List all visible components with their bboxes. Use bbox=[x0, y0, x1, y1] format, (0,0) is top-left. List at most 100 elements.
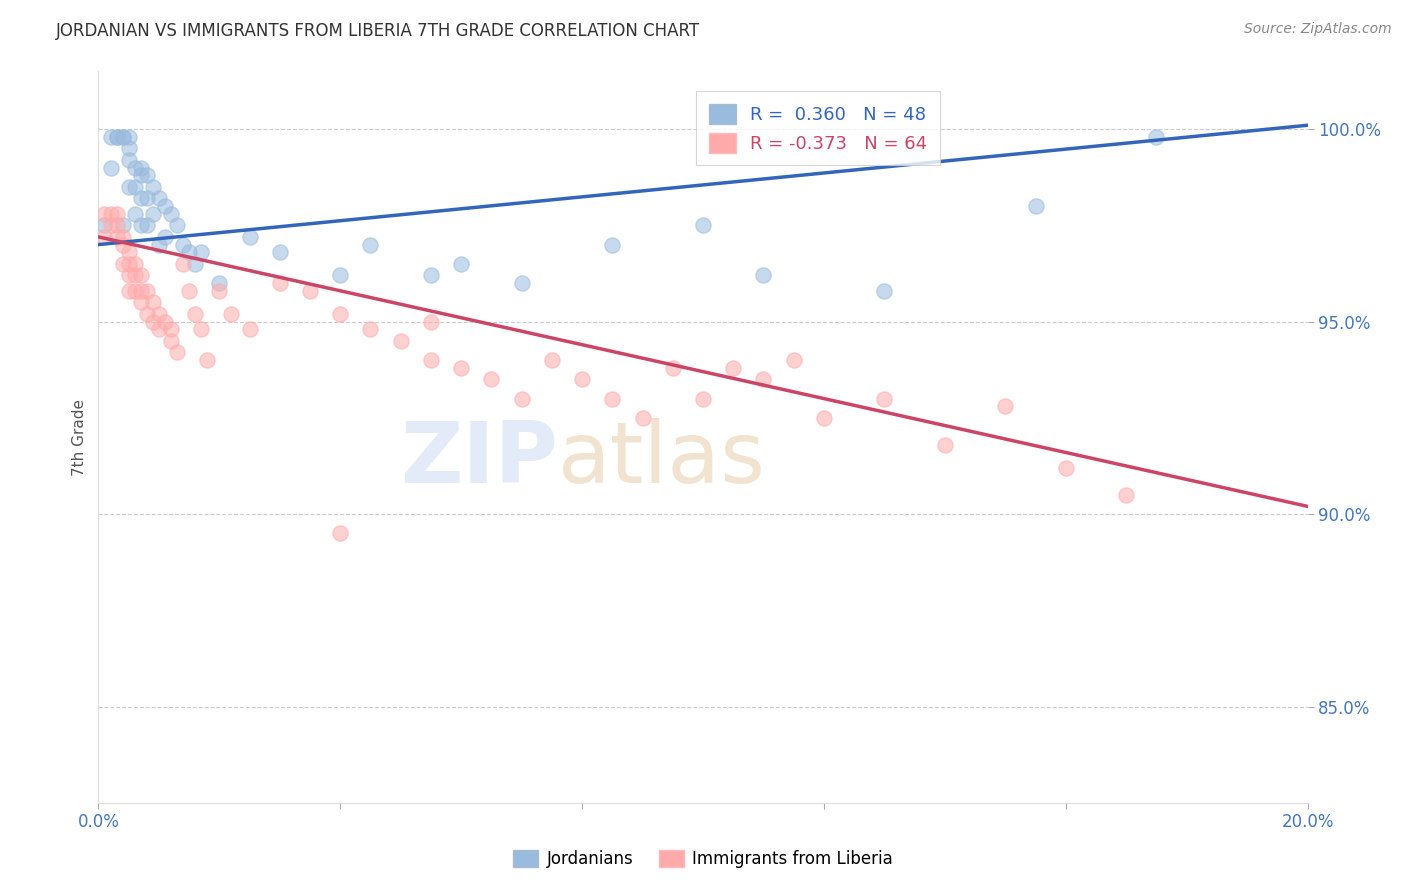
Point bbox=[93, 207, 115, 221]
Point bbox=[118, 179, 141, 194]
Point bbox=[105, 129, 128, 144]
Point bbox=[510, 276, 533, 290]
Point bbox=[142, 179, 165, 194]
Point bbox=[184, 257, 207, 271]
Point bbox=[166, 219, 188, 233]
Point bbox=[221, 307, 243, 321]
Point bbox=[813, 410, 835, 425]
Point bbox=[153, 315, 176, 329]
Point bbox=[129, 268, 152, 283]
Point bbox=[269, 245, 291, 260]
Point bbox=[124, 268, 146, 283]
Point bbox=[100, 207, 122, 221]
Point bbox=[124, 179, 146, 194]
Point bbox=[129, 161, 152, 175]
Point bbox=[783, 353, 806, 368]
Point bbox=[160, 207, 183, 221]
Text: atlas: atlas bbox=[558, 417, 766, 500]
Point bbox=[111, 237, 134, 252]
Point bbox=[135, 169, 157, 183]
Point bbox=[602, 392, 624, 406]
Point bbox=[172, 237, 194, 252]
Point bbox=[148, 322, 170, 336]
Point bbox=[118, 153, 141, 167]
Point bbox=[360, 237, 382, 252]
Point bbox=[93, 219, 115, 233]
Point bbox=[142, 207, 165, 221]
Point bbox=[100, 129, 122, 144]
Point bbox=[195, 353, 218, 368]
Point bbox=[124, 284, 146, 298]
Point bbox=[100, 219, 122, 233]
Point bbox=[129, 219, 152, 233]
Point bbox=[510, 392, 533, 406]
Point bbox=[329, 268, 352, 283]
Point bbox=[105, 230, 128, 244]
Legend: R =  0.360   N = 48, R = -0.373   N = 64: R = 0.360 N = 48, R = -0.373 N = 64 bbox=[696, 91, 939, 165]
Point bbox=[105, 129, 128, 144]
Point bbox=[135, 191, 157, 205]
Point bbox=[450, 360, 472, 375]
Point bbox=[420, 315, 443, 329]
Point bbox=[190, 322, 212, 336]
Point bbox=[360, 322, 382, 336]
Point bbox=[179, 284, 201, 298]
Point bbox=[1115, 488, 1137, 502]
Point bbox=[420, 353, 443, 368]
Point bbox=[329, 307, 352, 321]
Point bbox=[269, 276, 291, 290]
Point bbox=[153, 199, 176, 213]
Point bbox=[752, 372, 775, 386]
Point bbox=[723, 360, 745, 375]
Point bbox=[752, 268, 775, 283]
Point bbox=[873, 284, 896, 298]
Point bbox=[124, 161, 146, 175]
Point bbox=[1144, 129, 1167, 144]
Point bbox=[481, 372, 503, 386]
Point bbox=[299, 284, 322, 298]
Point bbox=[111, 129, 134, 144]
Point bbox=[111, 219, 134, 233]
Point bbox=[118, 245, 141, 260]
Point bbox=[239, 322, 262, 336]
Point bbox=[160, 322, 183, 336]
Point bbox=[329, 526, 352, 541]
Point bbox=[111, 129, 134, 144]
Point bbox=[124, 257, 146, 271]
Point bbox=[129, 295, 152, 310]
Point bbox=[208, 284, 231, 298]
Point bbox=[135, 219, 157, 233]
Point bbox=[100, 161, 122, 175]
Point bbox=[142, 315, 165, 329]
Point bbox=[994, 399, 1017, 413]
Point bbox=[692, 219, 714, 233]
Point bbox=[179, 245, 201, 260]
Point bbox=[153, 230, 176, 244]
Point bbox=[93, 230, 115, 244]
Point bbox=[118, 268, 141, 283]
Point bbox=[602, 237, 624, 252]
Point bbox=[389, 334, 412, 348]
Point bbox=[118, 129, 141, 144]
Point bbox=[160, 334, 183, 348]
Point bbox=[129, 169, 152, 183]
Point bbox=[124, 207, 146, 221]
Point bbox=[135, 307, 157, 321]
Point bbox=[239, 230, 262, 244]
Point bbox=[166, 345, 188, 359]
Point bbox=[111, 257, 134, 271]
Point bbox=[148, 307, 170, 321]
Text: ZIP: ZIP bbox=[401, 417, 558, 500]
Point bbox=[873, 392, 896, 406]
Point bbox=[571, 372, 593, 386]
Point bbox=[540, 353, 562, 368]
Point bbox=[190, 245, 212, 260]
Point bbox=[105, 207, 128, 221]
Point bbox=[148, 237, 170, 252]
Point bbox=[934, 438, 956, 452]
Point bbox=[420, 268, 443, 283]
Point bbox=[105, 219, 128, 233]
Point bbox=[148, 191, 170, 205]
Point bbox=[135, 284, 157, 298]
Point bbox=[111, 230, 134, 244]
